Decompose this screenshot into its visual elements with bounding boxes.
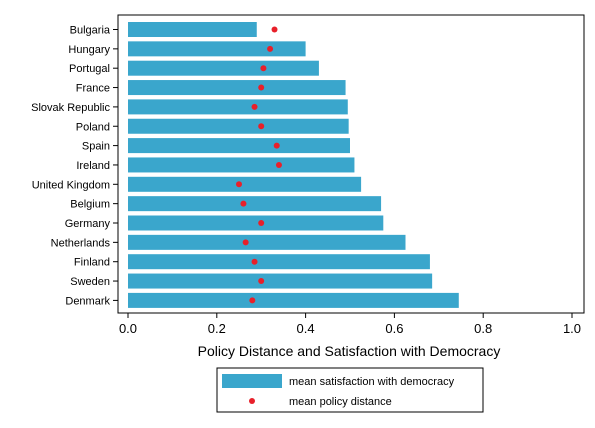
policy-distance-dot	[251, 258, 258, 265]
x-tick-label: 0.8	[474, 321, 492, 336]
policy-distance-dot	[249, 297, 256, 304]
bar	[128, 118, 349, 134]
dots-layer	[236, 26, 282, 304]
bar	[128, 99, 348, 115]
policy-distance-dot	[275, 161, 282, 168]
policy-distance-dot	[271, 26, 278, 33]
legend-bar-swatch	[222, 374, 282, 388]
bar	[128, 215, 384, 231]
policy-distance-dot	[258, 278, 265, 285]
y-tick-label: United Kingdom	[32, 179, 110, 191]
plot-frame	[117, 14, 585, 314]
policy-distance-dot	[240, 200, 247, 207]
x-tick-label: 0.6	[385, 321, 403, 336]
y-tick-label: Germany	[65, 218, 111, 230]
legend-dot-swatch	[249, 398, 255, 404]
legend-bar-label: mean satisfaction with democracy	[289, 376, 455, 388]
bar	[128, 41, 306, 57]
y-tick-label: Ireland	[76, 160, 110, 172]
y-tick-label: Bulgaria	[70, 25, 111, 37]
x-tick-label: 0.0	[119, 321, 137, 336]
policy-distance-dot	[258, 123, 265, 130]
bar	[128, 80, 346, 96]
policy-distance-dot	[260, 65, 267, 72]
bars-layer	[128, 22, 459, 308]
bar	[128, 138, 350, 154]
bar	[128, 292, 459, 308]
policy-distance-dot	[242, 239, 249, 246]
policy-distance-dot	[267, 45, 274, 52]
policy-distance-dot	[251, 103, 258, 110]
x-axis: 0.0 0.2 0.4 0.6 0.8 1.0	[119, 313, 581, 336]
bar	[128, 254, 430, 270]
x-tick-label: 0.4	[297, 321, 315, 336]
y-tick-label: Poland	[76, 121, 110, 133]
legend: mean satisfaction with democracy mean po…	[216, 367, 484, 413]
y-tick-label: Sweden	[70, 276, 110, 288]
y-tick-label: France	[76, 83, 110, 95]
bar	[128, 22, 257, 37]
bar	[128, 157, 355, 173]
bar	[128, 234, 406, 250]
policy-distance-dot	[236, 181, 242, 188]
x-tick-label: 0.2	[208, 321, 226, 336]
x-tick-label: 1.0	[563, 321, 581, 336]
y-tick-label: Netherlands	[51, 237, 111, 249]
policy-distance-dot	[258, 84, 265, 91]
bar	[128, 176, 362, 192]
bar	[128, 196, 382, 212]
y-tick-label: Slovak Republic	[31, 102, 110, 114]
y-axis-labels: Bulgaria Hungary Portugal France Slovak Repu…	[31, 25, 118, 307]
policy-distance-dot	[258, 220, 265, 226]
x-axis-title: Policy Distance and Satisfaction with De…	[198, 343, 501, 359]
bar	[128, 273, 433, 289]
y-tick-label: Denmark	[65, 295, 110, 307]
y-tick-label: Belgium	[70, 199, 110, 211]
y-tick-label: Hungary	[68, 44, 110, 56]
policy-distance-dot	[273, 142, 280, 149]
y-tick-label: Finland	[74, 257, 110, 269]
bar	[128, 60, 319, 76]
legend-dot-label: mean policy distance	[289, 396, 392, 408]
y-tick-label: Spain	[82, 141, 110, 153]
y-tick-label: Portugal	[69, 63, 110, 75]
